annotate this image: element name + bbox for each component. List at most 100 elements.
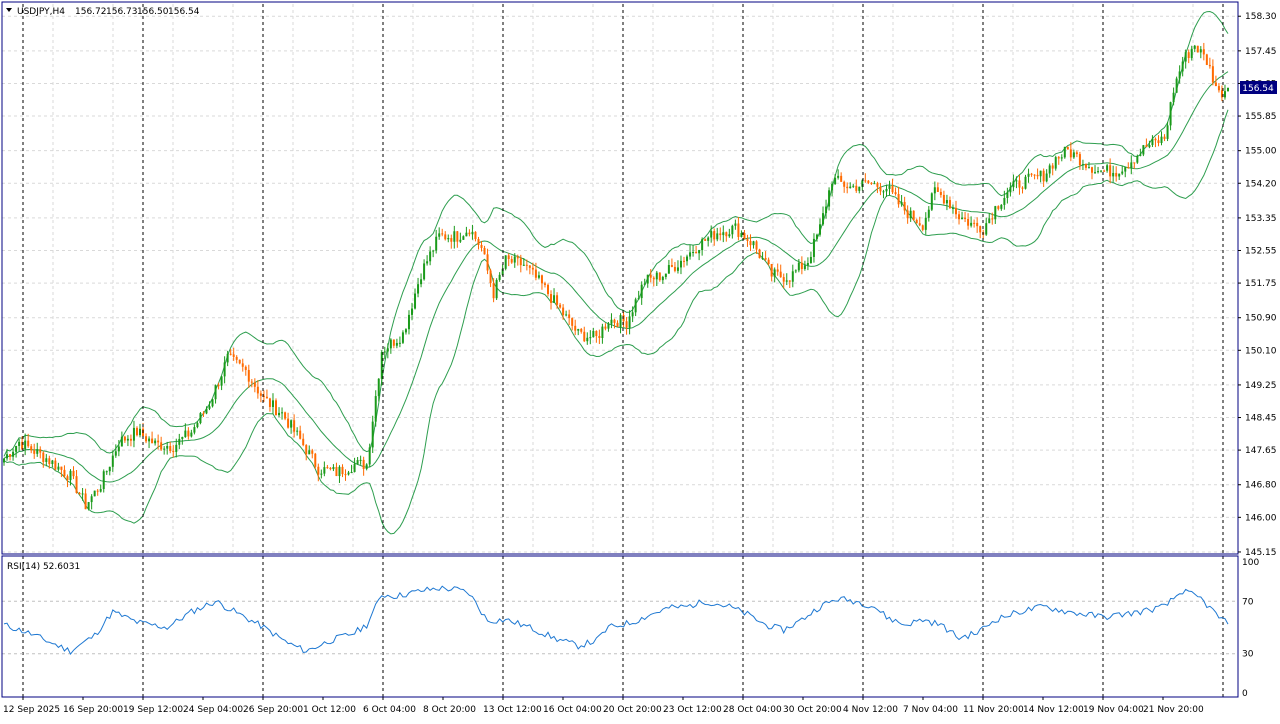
time-tick-label: 16 Sep 20:00: [63, 705, 123, 715]
candle-up: [504, 255, 507, 271]
time-tick-label: 19 Sep 12:00: [123, 705, 183, 715]
candle-body: [655, 272, 658, 280]
candle-down: [568, 309, 571, 325]
candle-body: [849, 186, 852, 189]
candle-body: [193, 427, 196, 433]
candle-down: [302, 433, 305, 447]
candle-down: [1109, 158, 1112, 184]
candle-body: [649, 274, 652, 278]
candle-body: [48, 458, 51, 465]
candle-up: [1048, 163, 1051, 178]
candle-down: [840, 172, 843, 182]
candle-body: [964, 217, 967, 220]
candle-up: [281, 407, 284, 420]
candle-body: [819, 224, 821, 235]
candle-down: [441, 228, 444, 237]
candle-down: [326, 464, 329, 469]
candle-body: [909, 210, 912, 219]
candle-body: [1193, 45, 1196, 49]
candle-body: [63, 469, 66, 477]
chart-menu-triangle-icon[interactable]: [6, 8, 12, 12]
candle-body: [414, 293, 417, 309]
candle-down: [75, 470, 78, 494]
candle-down: [187, 427, 190, 440]
candle-up: [81, 487, 84, 501]
candle-down: [1078, 151, 1081, 170]
candle-down: [725, 231, 728, 242]
candle-down: [625, 317, 628, 335]
candle-down: [444, 231, 447, 241]
candle-down: [779, 264, 782, 278]
candle-body: [441, 233, 444, 235]
candle-body: [492, 283, 495, 299]
candle-up: [459, 232, 462, 243]
time-tick-label: 12 Sep 2025: [3, 705, 60, 715]
candle-body: [676, 267, 679, 271]
candle-down: [1202, 42, 1205, 61]
candle-body: [480, 244, 483, 248]
candle-up: [1124, 166, 1127, 178]
candle-down: [843, 180, 846, 193]
candle-up: [386, 343, 389, 359]
candle-body: [1078, 154, 1081, 166]
candle-body: [169, 446, 172, 452]
candle-body: [389, 339, 392, 349]
candle-down: [897, 186, 900, 208]
candle-body: [1027, 173, 1030, 177]
candle-body: [265, 396, 268, 399]
price-tick-label: 150.10: [1245, 346, 1277, 356]
candle-body: [356, 460, 359, 464]
candle-body: [139, 428, 141, 436]
candle-up: [132, 420, 135, 448]
candle-body: [114, 451, 117, 456]
candle-body: [417, 284, 420, 294]
candle-body: [132, 427, 135, 441]
candle-down: [864, 173, 867, 183]
candle-body: [595, 331, 598, 337]
candle-body: [625, 321, 628, 328]
candle-body: [411, 308, 413, 315]
candle-up: [120, 431, 123, 447]
candle-body: [646, 274, 649, 284]
candle-body: [601, 326, 604, 338]
candle-body: [432, 250, 435, 252]
candle-down: [217, 382, 220, 390]
candle-down: [1091, 166, 1093, 180]
candle-body: [1033, 174, 1036, 176]
candle-body: [1012, 181, 1015, 188]
candle-body: [752, 241, 755, 246]
candle-body: [486, 254, 489, 271]
candle-body: [948, 200, 951, 209]
candle-body: [1000, 204, 1003, 209]
candle-body: [1018, 180, 1021, 188]
candle-up: [383, 346, 386, 360]
candle-up: [353, 457, 356, 473]
candle-up: [1087, 161, 1090, 169]
candle-up: [667, 259, 670, 274]
candle-body: [211, 399, 214, 407]
candle-down: [63, 465, 66, 479]
candle-body: [683, 260, 685, 262]
candle-down: [232, 347, 235, 361]
candle-body: [145, 436, 148, 442]
price-tick-label: 155.00: [1245, 147, 1277, 157]
rsi-tick-label: 0: [1242, 689, 1248, 699]
candle-up: [661, 275, 664, 284]
candle-down: [540, 274, 543, 290]
candle-body: [314, 453, 317, 467]
time-tick-label: 7 Nov 04:00: [903, 705, 958, 715]
candle-up: [359, 455, 362, 465]
candle-body: [930, 193, 933, 210]
candle-body: [761, 257, 764, 259]
candle-body: [196, 423, 199, 428]
candle-body: [241, 363, 244, 367]
candle-body: [967, 219, 970, 226]
bollinger-upper-line: [3, 10, 1229, 457]
candle-body: [534, 269, 537, 278]
candle-body: [879, 186, 882, 192]
candle-up: [716, 227, 719, 242]
candle-body: [338, 466, 341, 477]
candle-body: [208, 406, 211, 409]
candle-up: [1012, 174, 1015, 192]
